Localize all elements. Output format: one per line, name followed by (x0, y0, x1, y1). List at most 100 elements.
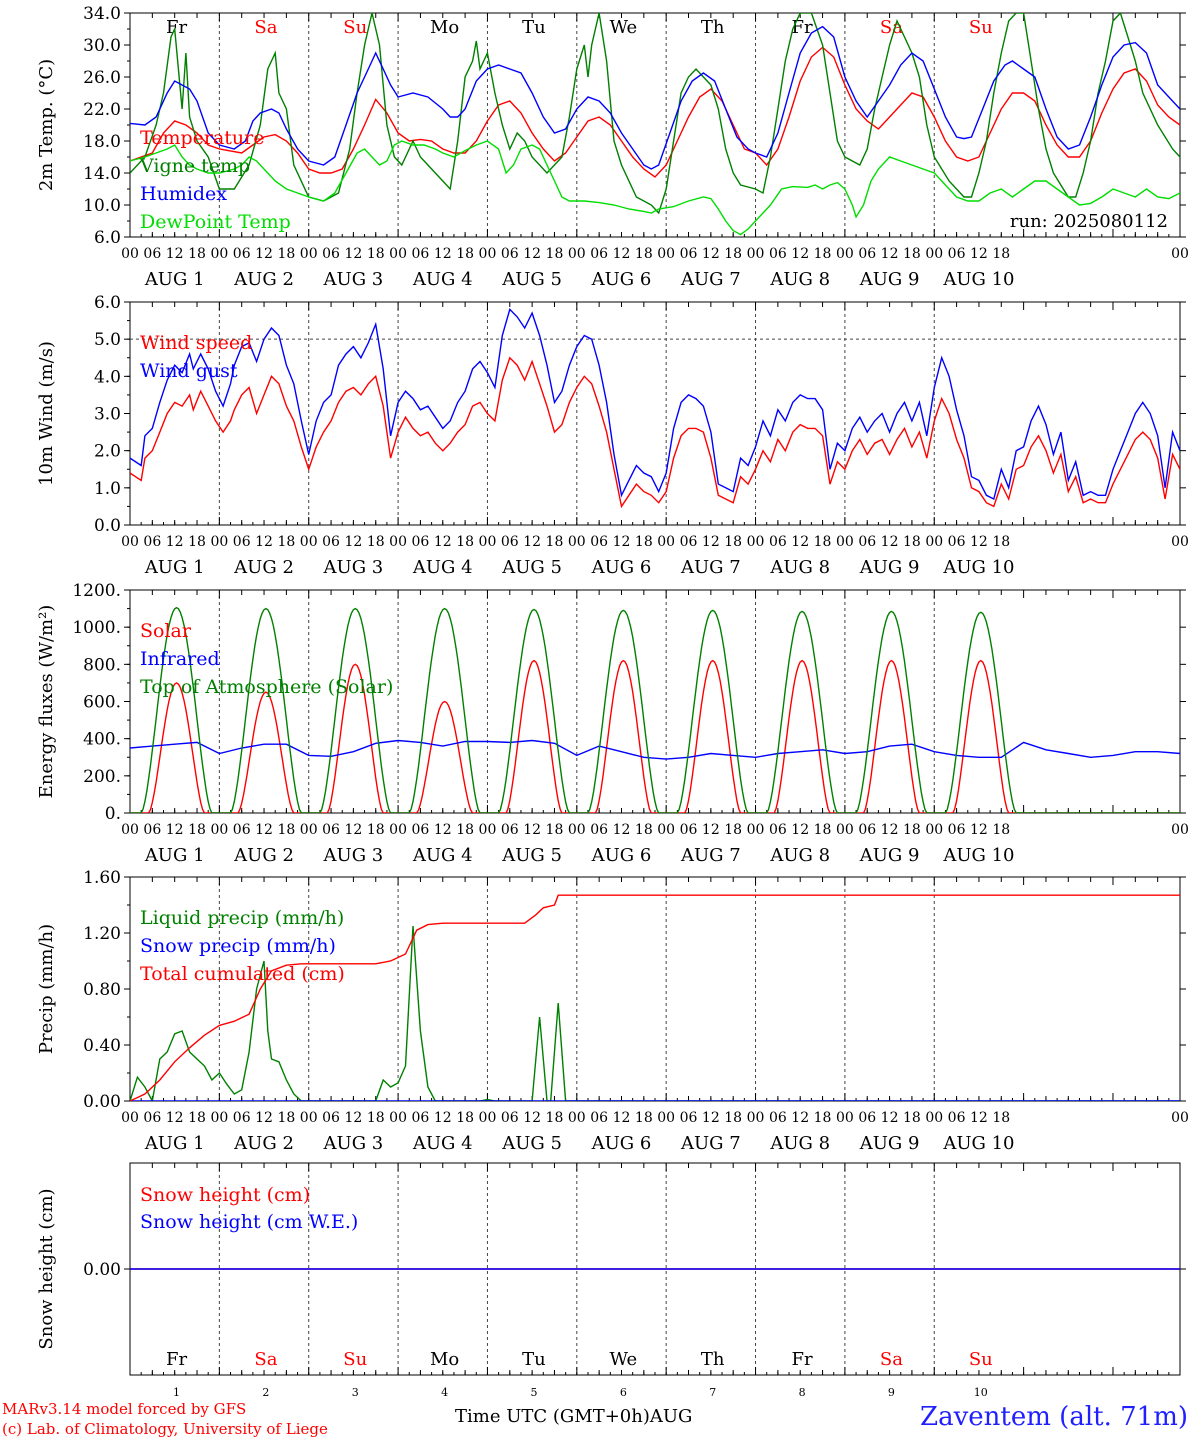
date-label: AUG 10 (942, 845, 1014, 866)
date-label: AUG 6 (591, 557, 652, 578)
hour-tick-label: 18 (367, 1110, 385, 1126)
date-label: AUG 9 (859, 557, 920, 578)
hour-tick-label: 18 (546, 246, 564, 262)
day-number-label: 9 (888, 1386, 895, 1399)
hour-tick-label: 06 (501, 1110, 519, 1126)
date-label: AUG 2 (233, 269, 294, 290)
hour-tick-label: 00 (836, 246, 854, 262)
weekday-label: Tu (522, 1349, 546, 1370)
y-tick-label: 800. (83, 655, 121, 675)
hour-tick-label: 06 (769, 246, 787, 262)
legend-entry: Humidex (140, 183, 227, 205)
hour-tick-label: 00 (210, 1110, 228, 1126)
hour-tick-label: 00 (300, 1110, 318, 1126)
time-axis-title: Time UTC (GMT+0h)AUG (455, 1406, 692, 1427)
y-tick-label: 0.0 (94, 516, 121, 536)
hour-tick-label: 12 (881, 822, 899, 838)
hour-tick-label: 00 (389, 246, 407, 262)
time-axis-month: AUG (649, 1406, 693, 1427)
series-line-wind-gust (130, 308, 1180, 501)
day-number-label: 7 (709, 1386, 716, 1399)
y-axis-label: 10m Wind (m/s) (36, 341, 57, 486)
day-number-label: 8 (799, 1386, 806, 1399)
legend-entry: Solar (140, 620, 192, 642)
date-label: AUG 4 (412, 269, 473, 290)
hour-tick-label: 12 (344, 246, 362, 262)
day-number-label: 2 (262, 1386, 269, 1399)
day-number-label: 3 (352, 1386, 359, 1399)
hour-tick-label: 12 (613, 534, 631, 550)
hour-tick-label: 06 (858, 822, 876, 838)
weekday-label: Fr (166, 1349, 187, 1370)
hour-tick-label: 12 (970, 1110, 988, 1126)
y-tick-label: 0.00 (83, 1260, 121, 1280)
legend-entry: Snow precip (mm/h) (140, 935, 336, 957)
hour-tick-label: 00 (836, 1110, 854, 1126)
weekday-label: Sa (880, 1349, 903, 1370)
hour-tick-label: 06 (769, 534, 787, 550)
hour-tick-label: 12 (702, 534, 720, 550)
hour-tick-label: 00 (1171, 246, 1189, 262)
hour-tick-label: 12 (523, 822, 541, 838)
hour-tick-label: 06 (501, 822, 519, 838)
hour-tick-label: 00 (210, 534, 228, 550)
hour-tick-label: 00 (479, 1110, 497, 1126)
model-credit: MARv3.14 model forced by GFS (2, 1400, 247, 1418)
hour-tick-label: 00 (389, 1110, 407, 1126)
date-label: AUG 4 (412, 845, 473, 866)
weekday-label: Sa (254, 17, 277, 38)
hour-tick-label: 00 (1171, 1110, 1189, 1126)
date-label: AUG 1 (144, 557, 205, 578)
weekday-label: Su (969, 17, 993, 38)
hour-tick-label: 12 (523, 1110, 541, 1126)
date-label: AUG 9 (859, 269, 920, 290)
hour-tick-label: 12 (613, 822, 631, 838)
y-tick-label: 30.0 (83, 36, 121, 56)
hour-tick-label: 12 (791, 822, 809, 838)
hour-tick-label: 00 (121, 822, 139, 838)
y-axis-label: Snow height (cm) (36, 1188, 57, 1349)
hour-tick-label: 00 (657, 822, 675, 838)
date-label: AUG 10 (942, 269, 1014, 290)
hour-tick-label: 00 (568, 246, 586, 262)
hour-tick-label: 00 (479, 534, 497, 550)
hour-tick-label: 06 (948, 1110, 966, 1126)
y-axis-label: Energy fluxes (W/m²) (36, 605, 57, 799)
hour-tick-label: 12 (613, 246, 631, 262)
hour-tick-label: 12 (166, 534, 184, 550)
day-number-label: 5 (530, 1386, 537, 1399)
hour-tick-label: 18 (367, 822, 385, 838)
y-tick-label: 0.00 (83, 1092, 121, 1112)
day-number-label: 4 (441, 1386, 448, 1399)
day-number-label: 10 (974, 1386, 988, 1399)
hour-tick-label: 12 (523, 534, 541, 550)
hour-tick-label: 06 (858, 246, 876, 262)
hour-tick-label: 00 (121, 1110, 139, 1126)
hour-tick-label: 06 (412, 1110, 430, 1126)
hour-tick-label: 18 (814, 822, 832, 838)
legend-entry: Wind speed (140, 332, 252, 354)
series-line-dewpoint-temp (130, 140, 1180, 236)
footer: MARv3.14 model forced by GFS (c) Lab. of… (0, 1400, 1194, 1440)
hour-tick-label: 06 (769, 1110, 787, 1126)
weekday-label: Mo (430, 17, 459, 38)
series-line-solar (130, 659, 1180, 813)
hour-tick-label: 00 (479, 246, 497, 262)
series-line-infrared (130, 739, 1180, 760)
hour-tick-label: 00 (389, 534, 407, 550)
hour-tick-label: 00 (300, 534, 318, 550)
hour-tick-label: 06 (590, 822, 608, 838)
weekday-label: Sa (254, 1349, 277, 1370)
hour-tick-label: 00 (1171, 822, 1189, 838)
y-tick-label: 200. (83, 767, 121, 787)
hour-tick-label: 18 (456, 534, 474, 550)
hour-tick-label: 06 (412, 534, 430, 550)
hour-tick-label: 12 (970, 534, 988, 550)
y-tick-label: 18.0 (83, 132, 121, 152)
hour-tick-label: 12 (344, 822, 362, 838)
hour-tick-label: 00 (747, 1110, 765, 1126)
hour-tick-label: 18 (724, 822, 742, 838)
plot-frame (129, 589, 1181, 814)
hour-tick-label: 18 (188, 1110, 206, 1126)
hour-tick-label: 18 (724, 534, 742, 550)
